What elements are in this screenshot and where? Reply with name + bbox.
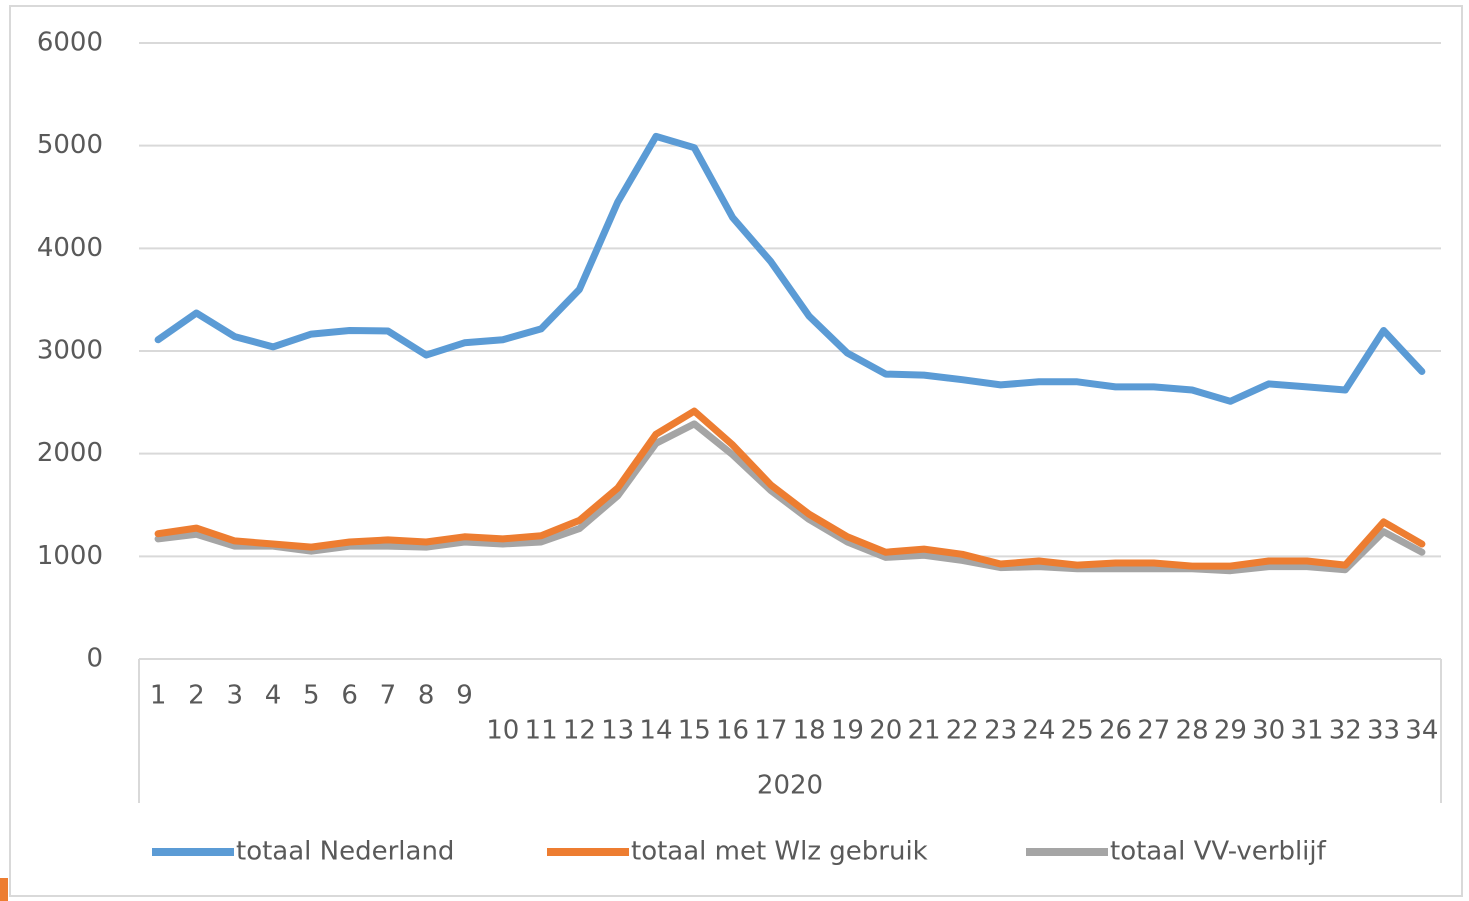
x-tick-label: 5 bbox=[303, 681, 320, 711]
x-tick-label: 25 bbox=[1061, 716, 1094, 746]
x-tick-label: 11 bbox=[525, 716, 558, 746]
series-line bbox=[154, 132, 1426, 405]
x-tick-label: 31 bbox=[1290, 716, 1323, 746]
x-tick-label: 32 bbox=[1329, 716, 1362, 746]
series-line bbox=[154, 420, 1426, 575]
x-tick-label: 26 bbox=[1099, 716, 1132, 746]
x-tick-label: 8 bbox=[418, 681, 435, 711]
legend-label: totaal VV-verblijf bbox=[1110, 837, 1327, 867]
x-tick-label: 9 bbox=[456, 681, 473, 711]
chart-frame bbox=[9, 5, 1463, 897]
x-tick-label: 10 bbox=[486, 716, 519, 746]
y-tick-label: 5000 bbox=[37, 130, 103, 160]
x-tick-label: 28 bbox=[1176, 716, 1209, 746]
x-tick-label: 7 bbox=[380, 681, 397, 711]
legend-label: totaal Nederland bbox=[236, 837, 454, 867]
x-tick-label: 24 bbox=[1022, 716, 1055, 746]
x-tick-label: 13 bbox=[601, 716, 634, 746]
x-tick-label: 21 bbox=[907, 716, 940, 746]
x-tick-label: 16 bbox=[716, 716, 749, 746]
x-tick-label: 19 bbox=[831, 716, 864, 746]
x-tick-label: 15 bbox=[678, 716, 711, 746]
x-tick-label: 34 bbox=[1405, 716, 1438, 746]
x-tick-label: 18 bbox=[793, 716, 826, 746]
x-tick-label: 23 bbox=[984, 716, 1017, 746]
x-tick-label: 29 bbox=[1214, 716, 1247, 746]
x-tick-label: 20 bbox=[869, 716, 902, 746]
x-tick-label: 3 bbox=[226, 681, 243, 711]
y-tick-label: 2000 bbox=[37, 438, 103, 468]
y-tick-label: 1000 bbox=[37, 541, 103, 571]
x-tick-label: 2 bbox=[188, 681, 205, 711]
x-tick-label: 30 bbox=[1252, 716, 1285, 746]
x-tick-label: 12 bbox=[563, 716, 596, 746]
x-tick-label: 14 bbox=[639, 716, 672, 746]
x-tick-label: 33 bbox=[1367, 716, 1400, 746]
y-tick-label: 0 bbox=[86, 644, 103, 674]
x-tick-label: 27 bbox=[1137, 716, 1170, 746]
y-tick-label: 3000 bbox=[37, 336, 103, 366]
x-tick-label: 1 bbox=[150, 681, 167, 711]
legend-label: totaal met Wlz gebruik bbox=[631, 837, 928, 867]
corner-decoration bbox=[0, 878, 8, 901]
x-group-label: 2020 bbox=[757, 771, 823, 801]
y-tick-label: 6000 bbox=[37, 28, 103, 58]
y-tick-label: 4000 bbox=[37, 233, 103, 263]
series-line bbox=[154, 407, 1426, 570]
x-tick-label: 4 bbox=[265, 681, 282, 711]
x-tick-label: 17 bbox=[754, 716, 787, 746]
x-tick-label: 6 bbox=[341, 681, 358, 711]
x-tick-label: 22 bbox=[946, 716, 979, 746]
